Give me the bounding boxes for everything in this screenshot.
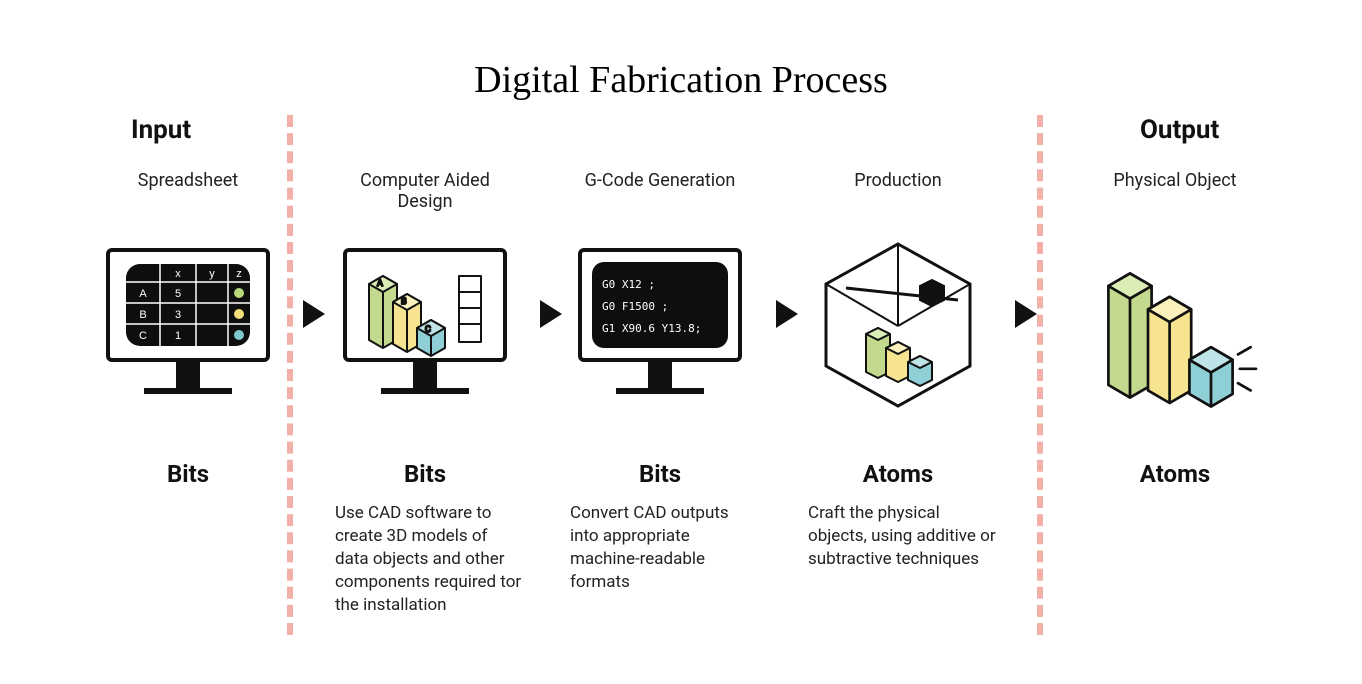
th-x: x — [175, 268, 181, 280]
col-label-cad: Computer Aided Design — [335, 170, 515, 212]
gcode-line: G0 X12 ; — [602, 278, 655, 291]
divider-left — [287, 115, 293, 635]
arrow-icon — [1015, 300, 1037, 328]
svg-text:C: C — [139, 330, 147, 342]
gcode-line: G0 F1500 ; — [602, 300, 668, 313]
th-z: z — [236, 268, 242, 280]
arrow-icon — [540, 300, 562, 328]
svg-text:B: B — [401, 297, 407, 307]
tag-bits: Bits — [570, 460, 750, 488]
col-label-spreadsheet: Spreadsheet — [98, 170, 278, 191]
desc-production: Craft the physical objects, using additi… — [808, 502, 998, 571]
svg-text:B: B — [139, 309, 146, 321]
arrow-icon — [303, 300, 325, 328]
page-title: Digital Fabrication Process — [0, 58, 1362, 102]
arrow-icon — [776, 300, 798, 328]
spreadsheet-icon: x y z A 5 B 3 C 1 — [98, 240, 278, 410]
svg-text:A: A — [139, 288, 147, 300]
th-y: y — [209, 268, 215, 280]
section-header-input: Input — [131, 115, 191, 145]
section-header-output: Output — [1140, 115, 1219, 145]
gcode-icon: G0 X12 ; G0 F1500 ; G1 X90.6 Y13.8; — [570, 240, 750, 410]
col-label-physical: Physical Object — [1085, 170, 1265, 191]
svg-text:3: 3 — [175, 309, 181, 321]
col-label-gcode: G-Code Generation — [570, 170, 750, 191]
tag-atoms: Atoms — [808, 460, 988, 488]
svg-text:A: A — [377, 279, 383, 289]
divider-right — [1037, 115, 1043, 635]
desc-gcode: Convert CAD outputs into appropriate mac… — [570, 502, 760, 594]
tag-atoms: Atoms — [1085, 460, 1265, 488]
tag-bits: Bits — [98, 460, 278, 488]
objects-icon — [1085, 250, 1265, 420]
svg-text:1: 1 — [175, 330, 181, 342]
cad-icon: A B C — [335, 240, 515, 410]
svg-text:C: C — [425, 325, 431, 335]
gcode-line: G1 X90.6 Y13.8; — [602, 322, 701, 335]
svg-text:5: 5 — [175, 288, 181, 300]
tag-bits: Bits — [335, 460, 515, 488]
desc-cad: Use CAD software to create 3D models of … — [335, 502, 525, 617]
printer-icon — [808, 230, 988, 400]
col-label-production: Production — [808, 170, 988, 191]
